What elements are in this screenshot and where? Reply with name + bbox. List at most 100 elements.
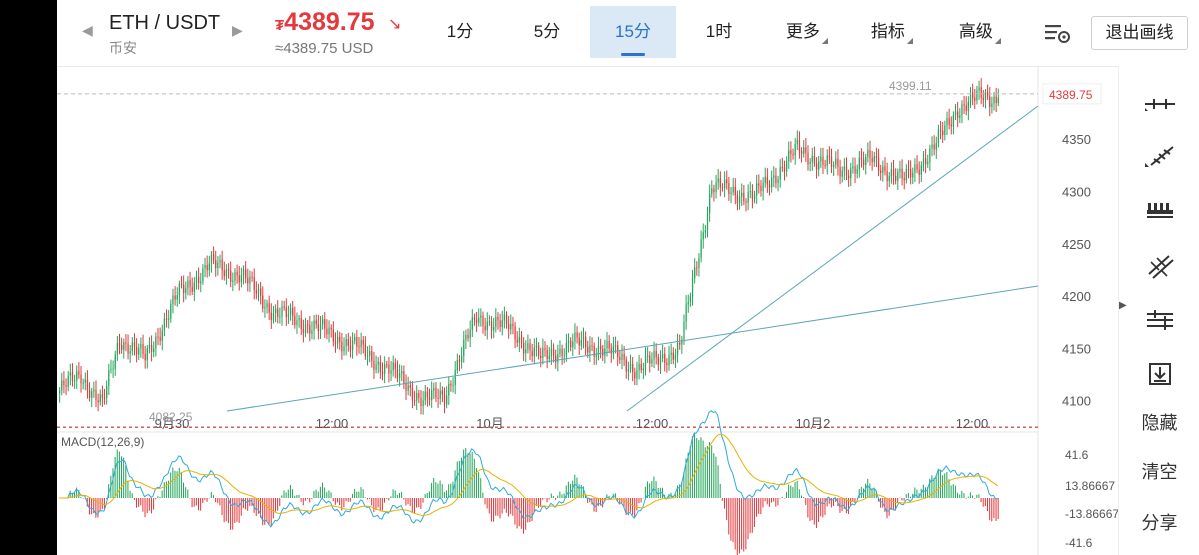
macd-histogram-bar [416,498,418,508]
candle-body [672,352,674,360]
ray-line-icon[interactable] [1119,136,1199,176]
macd-histogram-bar [726,498,728,521]
candle-body [463,339,465,357]
macd-histogram-bar [946,471,948,498]
macd-histogram-bar [916,489,918,498]
candle-body [651,359,653,364]
chart-settings-icon[interactable] [1043,18,1073,48]
macd-histogram-bar [343,498,345,508]
macd-histogram-bar [901,498,903,501]
prev-pair-icon[interactable]: ◀ [82,22,93,38]
candle-body [537,345,540,356]
candle-body [709,193,711,213]
macd-histogram-bar [950,485,952,498]
tab-1m[interactable]: 1分 [420,6,500,58]
macd-histogram-bar [407,498,409,505]
screen-edge [0,0,57,555]
hide-drawings-button[interactable]: 隐藏 [1141,413,1178,433]
candle-body [728,183,730,195]
macd-histogram-bar [326,492,328,498]
macd-histogram-bar [356,491,358,498]
candle-body [394,362,396,369]
price-range-icon[interactable] [1119,192,1199,232]
share-button[interactable]: 分享 [1141,513,1178,533]
tab-more[interactable]: 更多 ◢ [767,6,847,58]
candle-body [272,312,275,321]
candle-body [309,324,311,334]
macd-histogram-bar [672,496,674,498]
candle-body [862,159,865,166]
macd-histogram-bar [428,491,430,498]
candle-body [255,290,257,294]
candle-body [743,192,745,202]
candle-body [443,394,446,405]
candle-body [623,353,625,360]
fib-lines-icon[interactable] [1119,300,1199,340]
tab-advanced[interactable]: 高级 ◢ [940,6,1020,58]
macd-dif-line [59,410,998,528]
candle-body [916,164,918,170]
candle-body [871,157,873,163]
macd-histogram-bar [127,480,129,498]
parallel-channel-icon[interactable] [1119,246,1199,286]
macd-histogram-bar [798,489,800,498]
macd-histogram-bar [69,490,71,498]
candle-body [679,342,681,345]
candle-body [458,359,461,362]
candle-body [584,336,587,348]
candle-body [749,191,751,193]
candle-body [403,371,405,384]
pair-selector[interactable]: ◀ ETH / USDT 币安 ▶ [82,10,243,56]
macd-histogram-bar [225,498,227,522]
candle-body [82,382,84,384]
candle-body [127,343,129,354]
tab-15m[interactable]: 15分 [590,6,676,58]
candle-body [118,343,121,345]
save-drawing-icon[interactable] [1119,354,1199,394]
exit-drawing-button[interactable]: 退出画线 [1091,16,1188,50]
macd-histogram-bar [253,498,255,513]
macd-histogram-bar [939,470,941,498]
macd-histogram-bar [321,482,324,498]
candle-body [800,151,803,154]
candle-body [61,380,63,391]
candle-body [899,168,901,172]
macd-histogram-bar [828,498,830,504]
candlestick-chart[interactable]: 4350 4300 4250 4200 4150 4100 9月30 12:00 10月 12:0… [57,66,1118,555]
tab-1h[interactable]: 1时 [679,6,759,58]
macd-histogram-bar [850,498,852,507]
macd-histogram-bar [324,487,326,498]
tab-indicators[interactable]: 指标 ◢ [852,6,932,58]
macd-histogram-bar [580,484,582,498]
macd-histogram-bar [629,498,631,512]
macd-histogram-bar [619,498,621,505]
candle-body [570,340,572,348]
macd-histogram-bar [965,498,967,499]
clear-drawings-button[interactable]: 清空 [1141,462,1178,482]
candle-body [559,348,561,354]
candle-body [420,397,422,407]
candle-body [803,147,805,154]
next-pair-icon[interactable]: ▶ [232,22,243,38]
macd-histogram-bar [537,498,539,508]
horizontal-line-icon[interactable] [1119,84,1199,124]
macd-histogram-bar [852,498,854,502]
candle-body [944,125,946,135]
tab-5m[interactable]: 5分 [507,6,587,58]
macd-histogram-bar [820,498,822,517]
macd-histogram-bar [847,498,850,514]
macd-histogram-bar [963,493,965,498]
macd-histogram-bar [976,494,978,498]
trend-line-2[interactable] [626,105,1039,412]
macd-histogram-bar [118,451,120,498]
macd-histogram-bar [144,498,146,518]
candle-body [640,363,642,371]
candle-body [480,315,482,318]
macd-histogram-bar [937,468,939,498]
macd-histogram-bar [283,490,285,498]
macd-histogram-bar [315,489,317,498]
macd-histogram-bar [193,498,195,507]
candle-body [608,341,610,349]
trend-line-1[interactable] [226,285,1039,412]
collapse-sidebar-icon[interactable]: ▶ [1119,300,1127,311]
